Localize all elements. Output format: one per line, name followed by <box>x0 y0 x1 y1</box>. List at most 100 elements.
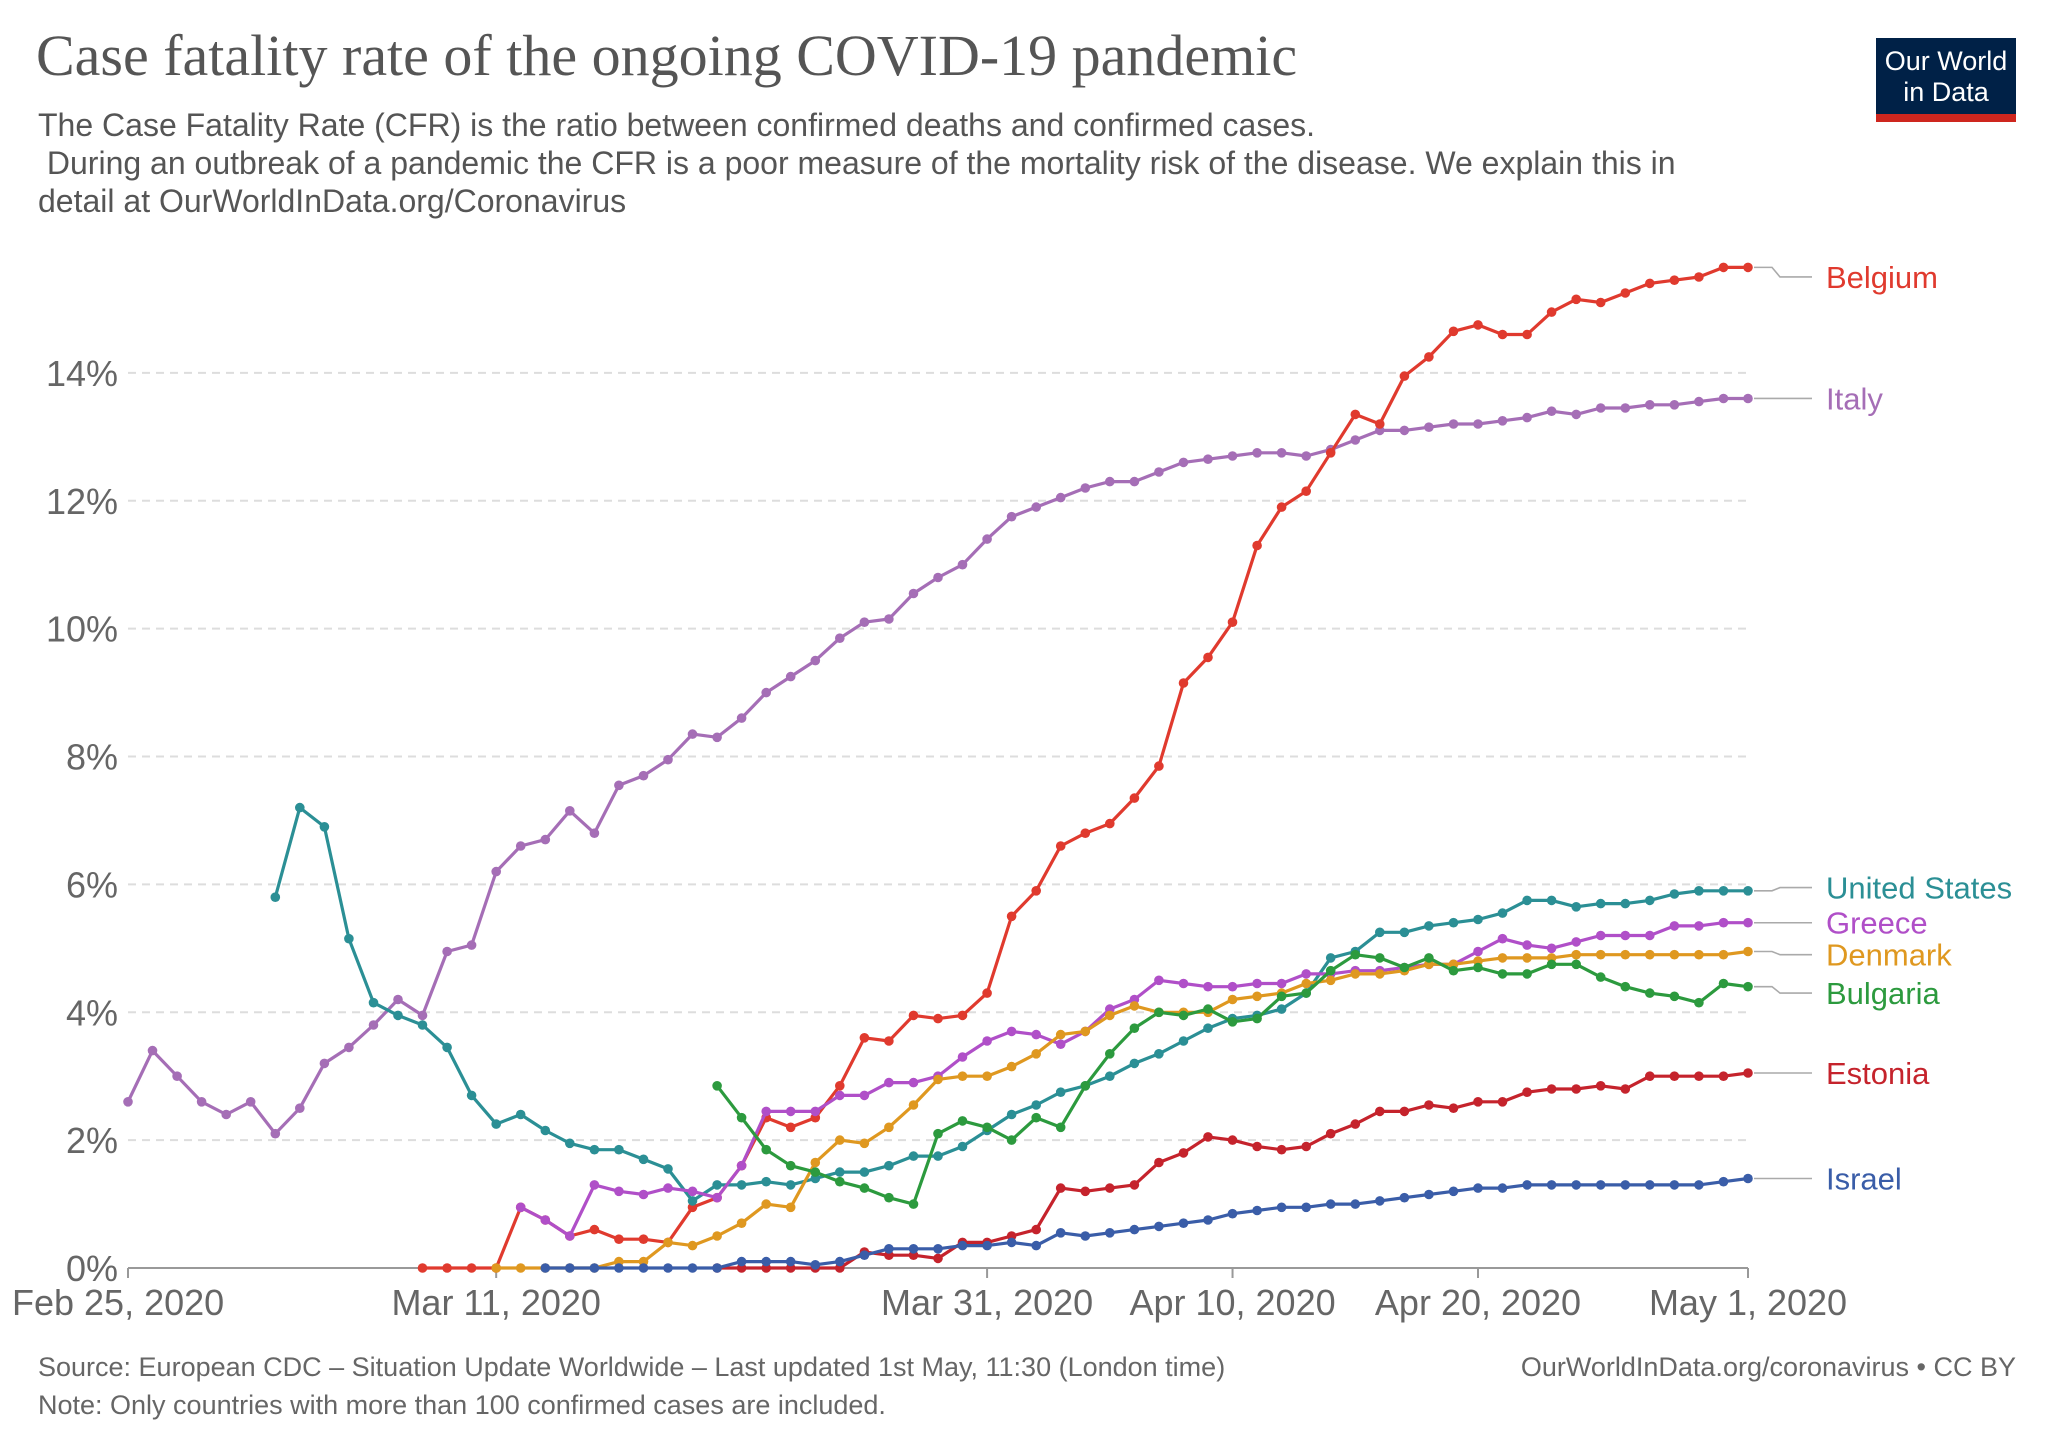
data-point <box>1399 927 1410 938</box>
data-point <box>982 1036 992 1046</box>
data-point <box>1129 1058 1140 1069</box>
data-point <box>663 1263 673 1273</box>
data-point <box>957 1240 968 1251</box>
data-point <box>1399 371 1410 381</box>
data-point <box>1006 1026 1017 1037</box>
data-point <box>908 1077 919 1088</box>
data-point <box>319 822 330 832</box>
data-point <box>565 806 575 816</box>
data-point <box>344 933 354 944</box>
data-point <box>1473 946 1483 957</box>
data-point <box>1595 930 1606 941</box>
data-point <box>1055 1029 1066 1040</box>
logo-line-1: Our World <box>1884 46 2008 76</box>
data-point <box>1203 1215 1213 1225</box>
data-point <box>1743 886 1753 896</box>
data-point <box>1694 997 1704 1008</box>
data-point <box>1645 1071 1655 1081</box>
data-point <box>491 1263 502 1273</box>
data-point <box>884 1160 894 1171</box>
data-point <box>417 1263 428 1273</box>
data-point <box>1669 921 1680 931</box>
data-point <box>1399 962 1410 973</box>
data-point <box>1178 678 1189 688</box>
data-point <box>1301 486 1311 497</box>
data-point <box>1571 1180 1581 1190</box>
data-point <box>1375 969 1385 979</box>
data-point <box>736 1218 747 1228</box>
data-point <box>1031 886 1041 896</box>
data-point <box>1497 416 1508 426</box>
data-point <box>908 1244 919 1254</box>
footer-credit[interactable]: OurWorldInData.org/coronavirus • CC BY <box>1520 1352 2016 1382</box>
data-point <box>1252 1205 1262 1216</box>
data-point <box>1203 652 1213 663</box>
data-point <box>1276 991 1287 1002</box>
data-point <box>344 1042 354 1053</box>
data-point <box>884 614 894 624</box>
data-point <box>687 1186 698 1197</box>
data-point <box>1178 1218 1189 1228</box>
data-point <box>859 1250 870 1260</box>
data-point <box>1105 476 1115 487</box>
data-point <box>491 1119 502 1129</box>
data-point <box>1399 1192 1410 1203</box>
data-point <box>712 1192 722 1203</box>
data-point <box>1595 949 1606 960</box>
data-point <box>982 1240 992 1251</box>
data-point <box>1129 1180 1140 1190</box>
data-point <box>1497 933 1508 944</box>
x-tick-label: Apr 20, 2020 <box>1375 1282 1581 1323</box>
data-point <box>1252 540 1262 551</box>
data-point <box>515 1109 526 1120</box>
data-point <box>663 1183 673 1193</box>
data-point <box>1203 981 1213 992</box>
data-point <box>810 655 821 666</box>
data-point <box>1546 1180 1557 1190</box>
data-point <box>1571 949 1581 960</box>
data-point <box>1055 1183 1066 1193</box>
x-tick-label: Mar 31, 2020 <box>881 1282 1093 1323</box>
owid-logo[interactable]: Our World in Data <box>1876 38 2016 122</box>
data-point <box>1252 991 1262 1002</box>
data-point <box>1497 1183 1508 1193</box>
data-point <box>1350 1119 1361 1129</box>
data-point <box>687 1240 698 1251</box>
data-point <box>1620 288 1631 298</box>
data-point <box>736 713 747 723</box>
data-point <box>614 1144 624 1155</box>
data-point <box>785 671 796 682</box>
data-point <box>1227 451 1238 461</box>
data-point <box>1424 1100 1434 1110</box>
data-point <box>1522 895 1532 906</box>
data-point <box>1522 412 1532 423</box>
series-label-israel: Israel <box>1826 1161 1902 1196</box>
data-point <box>982 1122 992 1133</box>
data-point <box>1743 917 1753 928</box>
data-point <box>810 1260 821 1270</box>
data-point <box>1645 895 1655 906</box>
data-point <box>1497 329 1508 340</box>
data-point <box>835 1090 845 1101</box>
data-point <box>1546 406 1557 417</box>
data-point <box>1497 908 1508 918</box>
series-label-italy: Italy <box>1826 381 1883 416</box>
data-point <box>933 1151 943 1161</box>
data-point <box>1154 1049 1164 1059</box>
data-point <box>687 729 698 739</box>
data-point <box>908 1151 919 1161</box>
data-point <box>1694 921 1704 931</box>
data-point <box>638 1154 649 1165</box>
data-point <box>1473 914 1483 925</box>
data-point <box>1301 451 1311 461</box>
data-point <box>1522 329 1532 340</box>
data-point <box>1178 1148 1189 1158</box>
data-point <box>1473 1097 1483 1107</box>
data-point <box>1006 1135 1017 1145</box>
data-point <box>1301 1202 1311 1213</box>
data-point <box>712 1081 722 1091</box>
data-point <box>957 559 968 570</box>
data-point <box>589 1263 600 1273</box>
data-point <box>1743 393 1753 404</box>
data-point <box>1325 953 1336 963</box>
